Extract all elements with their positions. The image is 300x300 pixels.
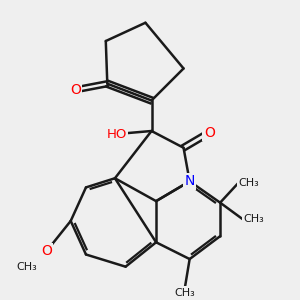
Text: N: N <box>184 174 195 188</box>
Text: CH₃: CH₃ <box>16 262 37 272</box>
Text: O: O <box>204 125 215 140</box>
Text: O: O <box>70 83 81 97</box>
Text: CH₃: CH₃ <box>175 288 195 298</box>
Text: CH₃: CH₃ <box>239 178 260 188</box>
Text: O: O <box>41 244 52 258</box>
Text: CH₃: CH₃ <box>243 214 264 224</box>
Text: HO: HO <box>106 128 127 140</box>
